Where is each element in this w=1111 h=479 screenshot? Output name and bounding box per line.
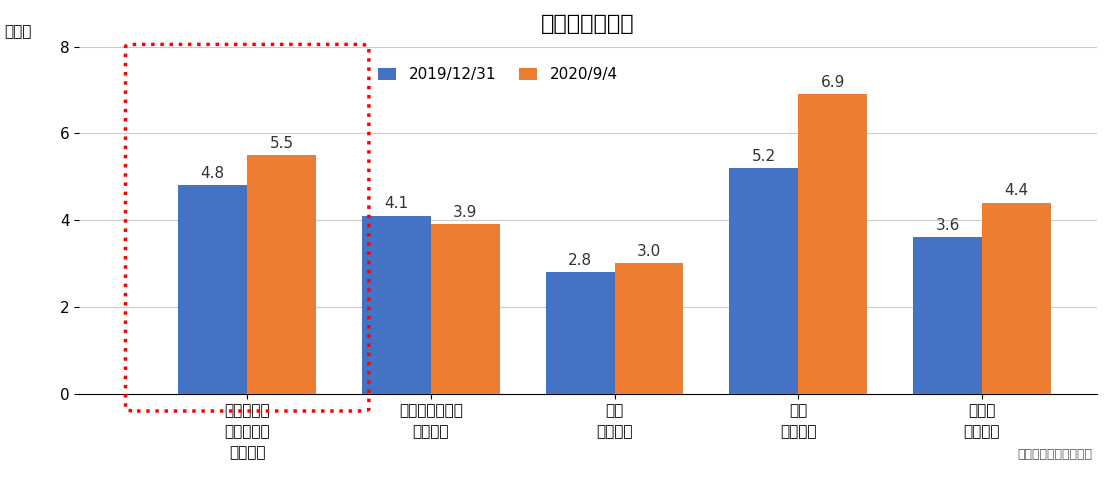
Bar — [730, 168, 799, 394]
Text: 4.8: 4.8 — [201, 166, 224, 181]
Text: 3.0: 3.0 — [637, 244, 661, 259]
Bar — [546, 272, 614, 394]
Text: 6.9: 6.9 — [821, 75, 844, 90]
Text: 出所：ブルームバーグ: 出所：ブルームバーグ — [1018, 448, 1092, 461]
Text: 5.2: 5.2 — [752, 148, 775, 164]
Text: 3.9: 3.9 — [453, 205, 478, 220]
Bar — [179, 185, 248, 394]
Bar — [248, 155, 317, 394]
Text: 2.8: 2.8 — [568, 253, 592, 268]
Title: ＜配当利回り＞: ＜配当利回り＞ — [541, 14, 635, 34]
Bar — [362, 216, 431, 394]
Bar — [431, 225, 500, 394]
Bar — [799, 94, 868, 394]
Bar — [614, 263, 683, 394]
Text: 3.6: 3.6 — [935, 218, 960, 233]
Legend: 2019/12/31, 2020/9/4: 2019/12/31, 2020/9/4 — [372, 61, 623, 88]
Y-axis label: （％）: （％） — [4, 24, 32, 40]
Bar — [982, 203, 1051, 394]
Text: 4.4: 4.4 — [1004, 183, 1029, 198]
Text: 5.5: 5.5 — [270, 136, 293, 151]
Bar — [913, 238, 982, 394]
Text: 4.1: 4.1 — [384, 196, 409, 211]
